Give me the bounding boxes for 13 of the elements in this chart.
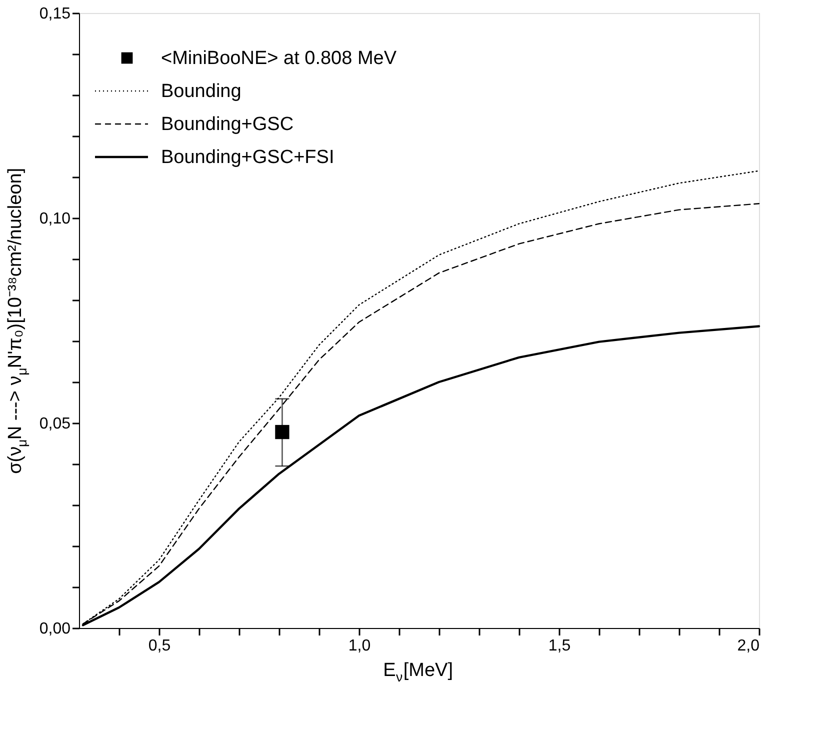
x-tick-label: 2,0 bbox=[737, 638, 760, 654]
legend-label: <MiniBooNE> at 0.808 MeV bbox=[161, 48, 397, 69]
x-tick-label: 1,0 bbox=[348, 638, 371, 654]
y-tick-label: 0,05 bbox=[39, 416, 71, 432]
y-tick-label: 0,00 bbox=[39, 620, 71, 638]
legend-label: Bounding bbox=[161, 81, 242, 102]
x-tick-label: 0,5 bbox=[148, 638, 171, 654]
x-tick-label: 1,5 bbox=[548, 638, 571, 654]
y-tick-label: 0,10 bbox=[39, 210, 71, 228]
y-axis-title: σ(νμN ---> νμN'π₀)[10⁻³⁸cm²/nucleon] bbox=[5, 168, 30, 474]
legend-label: Bounding+GSC bbox=[161, 114, 294, 135]
y-tick-label: 0,15 bbox=[39, 6, 71, 22]
legend-label: Bounding+GSC+FSI bbox=[161, 147, 334, 168]
